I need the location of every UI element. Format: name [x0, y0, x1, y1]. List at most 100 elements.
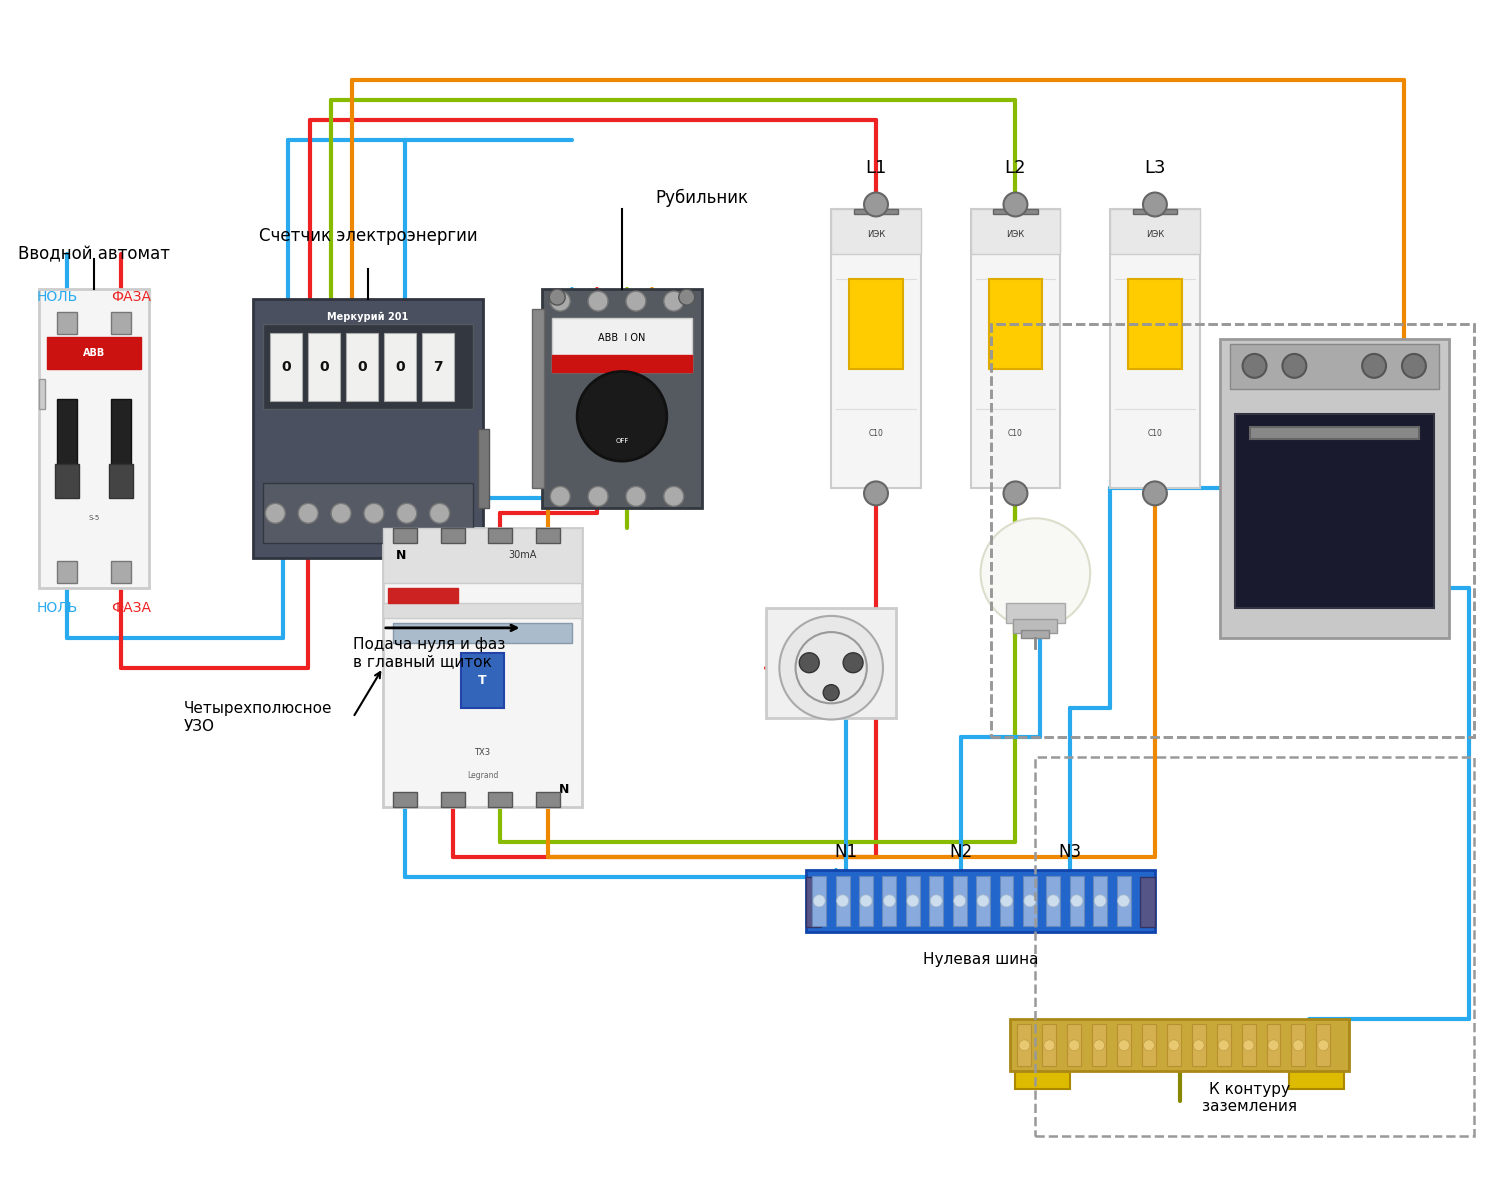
Bar — [1234, 413, 1434, 608]
Text: 7: 7 — [433, 360, 442, 374]
Bar — [1110, 209, 1200, 488]
Circle shape — [908, 895, 920, 906]
Text: S-5: S-5 — [88, 516, 99, 522]
Bar — [831, 209, 921, 254]
Bar — [111, 399, 130, 468]
Text: ИЭК: ИЭК — [1146, 230, 1164, 239]
Circle shape — [1244, 1040, 1254, 1050]
Circle shape — [1071, 895, 1083, 906]
Bar — [532, 309, 544, 488]
Circle shape — [1047, 895, 1059, 906]
Bar — [1022, 630, 1050, 638]
Bar — [384, 333, 416, 400]
Circle shape — [680, 289, 694, 305]
Circle shape — [859, 895, 871, 906]
Circle shape — [1268, 1040, 1280, 1050]
Bar — [999, 876, 1014, 925]
Bar — [110, 463, 134, 499]
Bar — [39, 289, 148, 588]
Bar — [1132, 209, 1178, 215]
Circle shape — [429, 504, 450, 523]
Bar — [1016, 1051, 1071, 1089]
Bar — [382, 529, 582, 807]
Text: 0: 0 — [394, 360, 405, 374]
Text: ABB: ABB — [82, 348, 105, 358]
Bar — [56, 463, 80, 499]
Text: 0: 0 — [320, 360, 328, 374]
Bar — [39, 379, 45, 409]
Circle shape — [1318, 1040, 1329, 1050]
Bar — [1118, 1024, 1131, 1066]
Bar — [1017, 1024, 1032, 1066]
Bar — [1014, 619, 1058, 633]
Circle shape — [364, 504, 384, 523]
Circle shape — [550, 291, 570, 311]
Circle shape — [1282, 354, 1306, 378]
Bar — [57, 312, 76, 334]
Text: OFF: OFF — [615, 438, 628, 444]
Text: 30mA: 30mA — [509, 550, 537, 561]
Bar — [859, 876, 873, 925]
Bar — [807, 870, 1155, 931]
Bar — [1140, 877, 1155, 927]
Bar — [489, 529, 513, 543]
Bar — [489, 792, 513, 807]
Text: N: N — [396, 549, 406, 562]
Bar — [346, 333, 378, 400]
Bar — [393, 623, 572, 643]
Text: ИЭК: ИЭК — [1007, 230, 1025, 239]
Bar — [990, 324, 1473, 738]
Bar — [388, 588, 458, 604]
Circle shape — [930, 895, 942, 906]
Bar — [853, 209, 898, 215]
Bar — [382, 604, 582, 618]
Bar — [552, 317, 692, 373]
Text: 0: 0 — [357, 360, 368, 374]
Bar — [812, 876, 826, 925]
Bar — [308, 333, 340, 400]
Bar — [254, 299, 483, 558]
Bar — [1290, 1051, 1344, 1089]
Bar — [1011, 1019, 1348, 1072]
Circle shape — [626, 291, 646, 311]
Bar — [46, 337, 141, 368]
Circle shape — [549, 289, 566, 305]
Bar — [930, 876, 944, 925]
Bar — [1005, 604, 1065, 623]
Bar — [460, 652, 504, 708]
Bar — [422, 333, 453, 400]
Circle shape — [1119, 1040, 1130, 1050]
Circle shape — [332, 504, 351, 523]
Circle shape — [1094, 895, 1106, 906]
Circle shape — [1402, 354, 1426, 378]
Text: T: T — [478, 674, 488, 687]
Bar — [906, 876, 920, 925]
Circle shape — [954, 895, 966, 906]
Circle shape — [578, 372, 668, 461]
Bar — [537, 529, 560, 543]
Text: ABB  I ON: ABB I ON — [598, 333, 645, 342]
Bar — [1092, 1024, 1106, 1066]
Text: Меркурий 201: Меркурий 201 — [327, 312, 408, 322]
Text: C10: C10 — [1008, 429, 1023, 438]
Circle shape — [626, 486, 646, 506]
Circle shape — [800, 652, 819, 672]
Text: TX3: TX3 — [474, 748, 490, 757]
Bar — [1216, 1024, 1230, 1066]
Circle shape — [1070, 1040, 1080, 1050]
Circle shape — [1044, 1040, 1054, 1050]
Circle shape — [864, 192, 888, 216]
Bar — [270, 333, 302, 400]
Text: N2: N2 — [950, 843, 972, 861]
Bar — [264, 324, 472, 409]
Bar — [382, 529, 582, 583]
Bar — [1317, 1024, 1330, 1066]
Bar — [1292, 1024, 1305, 1066]
Bar — [1220, 339, 1449, 638]
Bar — [537, 792, 560, 807]
Circle shape — [1004, 481, 1028, 505]
Circle shape — [298, 504, 318, 523]
Circle shape — [266, 504, 285, 523]
Bar — [1023, 876, 1036, 925]
Text: Четырехполюсное
УЗО: Четырехполюсное УЗО — [183, 701, 332, 734]
